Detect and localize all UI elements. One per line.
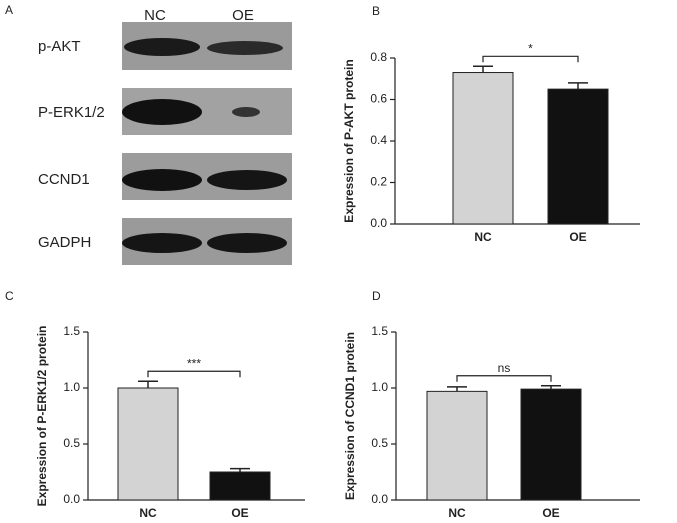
- bar: [209, 471, 271, 501]
- panel-label: D: [372, 289, 381, 303]
- y-tick-label: 0.0: [370, 216, 387, 230]
- y-axis-label: Expression of P-AKT protein: [342, 59, 356, 222]
- panel-label: A: [5, 3, 13, 17]
- y-tick-label: 0.5: [371, 436, 388, 450]
- y-tick-label: 0.5: [63, 436, 80, 450]
- row-label: GADPH: [38, 234, 91, 251]
- band: [207, 233, 287, 253]
- y-tick-label: 0.0: [63, 492, 80, 506]
- x-tick-label: NC: [474, 230, 492, 244]
- blot-panel: A NC OE p-AKT P-ERK1/2 CCND1 GADPH: [5, 3, 292, 265]
- significance-bracket: [147, 370, 241, 378]
- y-tick-label: 1.5: [63, 324, 80, 338]
- bar: [547, 88, 609, 225]
- y-tick-label: 1.5: [371, 324, 388, 338]
- significance-label: *: [528, 41, 533, 55]
- bar: [117, 387, 179, 501]
- column-label: NC: [144, 7, 166, 24]
- row-label: P-ERK1/2: [38, 104, 105, 121]
- panel-label: B: [372, 4, 380, 18]
- y-tick-label: 1.0: [63, 380, 80, 394]
- x-tick-label: NC: [139, 506, 157, 520]
- y-tick-label: 0.2: [370, 175, 387, 189]
- x-tick-label: OE: [569, 230, 586, 244]
- y-tick-label: 0.4: [370, 133, 387, 147]
- significance-label: ***: [187, 356, 201, 370]
- column-label: OE: [232, 7, 254, 24]
- significance-label: ns: [498, 361, 511, 375]
- bar: [520, 388, 582, 501]
- row-label: CCND1: [38, 171, 90, 188]
- x-tick-label: OE: [231, 506, 248, 520]
- band: [122, 99, 202, 125]
- y-tick-label: 0.8: [370, 50, 387, 64]
- bar: [426, 390, 488, 501]
- bar: [452, 72, 514, 225]
- band: [232, 107, 260, 117]
- significance-bracket: [482, 55, 579, 63]
- x-tick-label: NC: [448, 506, 466, 520]
- band: [122, 169, 202, 191]
- y-axis-label: Expression of P-ERK1/2 protein: [35, 326, 49, 507]
- y-tick-label: 0.6: [370, 92, 387, 106]
- band: [207, 41, 283, 55]
- y-tick-label: 1.0: [371, 380, 388, 394]
- significance-bracket: [456, 375, 552, 382]
- y-tick-label: 0.0: [371, 492, 388, 506]
- band: [122, 233, 202, 253]
- panel-label: C: [5, 289, 14, 303]
- band: [207, 170, 287, 190]
- y-axis-label: Expression of CCND1 protein: [343, 332, 357, 500]
- x-tick-label: OE: [542, 506, 559, 520]
- band: [124, 38, 200, 56]
- row-label: p-AKT: [38, 38, 81, 55]
